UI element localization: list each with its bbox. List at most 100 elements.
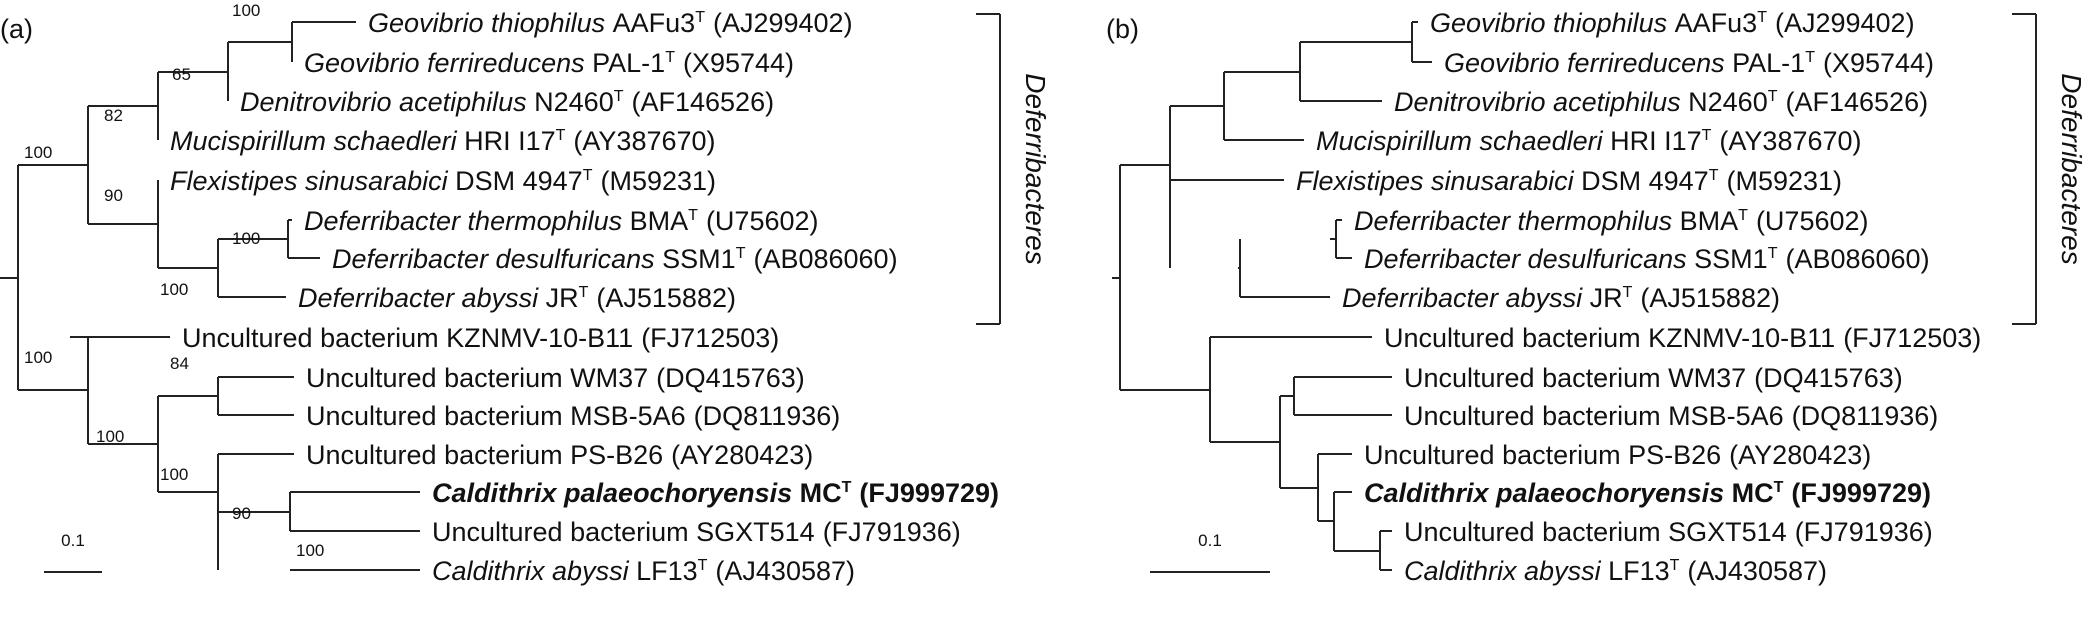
type-strain-superscript: T	[1774, 479, 1784, 496]
accession-number: (AJ515882)	[1640, 283, 1780, 313]
taxon-genus: Caldithrix palaeochoryensis	[1364, 478, 1732, 508]
taxon-genus: Flexistipes sinusarabici	[170, 166, 455, 196]
accession-number: (AY387670)	[573, 126, 715, 156]
taxon-label: Uncultured bacterium MSB-5A6 (DQ811936)	[306, 401, 840, 431]
taxon-strain: Uncultured bacterium MSB-5A6	[306, 401, 686, 431]
taxon-genus: Caldithrix palaeochoryensis	[432, 478, 800, 508]
taxon-label: Uncultured bacterium PS-B26 (AY280423)	[1364, 440, 1871, 470]
taxon-label: Geovibrio thiophilus AAFu3T (AJ299402)	[1430, 8, 1915, 38]
type-strain-superscript: T	[695, 9, 705, 26]
taxon-label: Uncultured bacterium SGXT514 (FJ791936)	[1404, 517, 1933, 547]
taxon-strain: HRI I17	[1610, 126, 1702, 156]
bootstrap-value: 100	[160, 465, 188, 484]
taxon-label: Uncultured bacterium KZNMV-10-B11 (FJ7125…	[182, 323, 779, 353]
clade-label: Deferribacteres	[2056, 73, 2084, 264]
taxon-label: Deferribacter desulfuricans SSM1T (AB0860…	[332, 244, 898, 274]
taxon-strain: AAFu3	[613, 8, 696, 38]
taxon-strain: PAL-1	[1732, 48, 1805, 78]
accession-number: (M59231)	[600, 166, 716, 196]
taxon-strain: HRI I17	[464, 126, 556, 156]
taxon-label: Mucispirillum schaedleri HRI I17T (AY3876…	[1316, 126, 1862, 156]
taxon-strain: JR	[1590, 283, 1623, 313]
type-strain-superscript: T	[736, 245, 746, 262]
taxon-strain: Uncultured bacterium MSB-5A6	[1404, 401, 1784, 431]
accession-number: (AJ515882)	[596, 283, 736, 313]
accession-number: (DQ415763)	[656, 363, 805, 393]
scale-bar-label: 0.1	[1198, 531, 1222, 550]
scale-bar-label: 0.1	[61, 531, 85, 550]
accession-number: (FJ999729)	[1791, 478, 1931, 508]
accession-number: (AY387670)	[1719, 126, 1861, 156]
accession-number: (U75602)	[1756, 206, 1869, 236]
accession-number: (AY280423)	[1729, 440, 1871, 470]
bootstrap-value: 100	[24, 348, 52, 367]
taxon-label: Denitrovibrio acetiphilus N2460T (AF14652…	[1394, 87, 1928, 117]
taxon-label: Uncultured bacterium MSB-5A6 (DQ811936)	[1404, 401, 1938, 431]
accession-number: (AJ430587)	[715, 556, 855, 586]
bootstrap-value: 65	[172, 65, 191, 84]
taxon-strain: BMA	[1680, 206, 1739, 236]
taxon-label: Uncultured bacterium WM37 (DQ415763)	[306, 363, 805, 393]
accession-number: (M59231)	[1726, 166, 1842, 196]
type-strain-superscript: T	[1702, 127, 1712, 144]
accession-number: (AJ299402)	[1775, 8, 1915, 38]
taxon-genus: Denitrovibrio acetiphilus	[240, 87, 534, 117]
taxon-label: Uncultured bacterium PS-B26 (AY280423)	[306, 440, 813, 470]
type-strain-superscript: T	[1670, 557, 1680, 574]
taxon-genus: Deferribacter thermophilus	[304, 206, 630, 236]
taxon-genus: Deferribacter abyssi	[298, 283, 546, 313]
panel-label: (b)	[1106, 14, 1139, 44]
taxon-label: Geovibrio ferrireducens PAL-1T (X95744)	[304, 48, 794, 78]
taxon-genus: Geovibrio ferrireducens	[304, 48, 592, 78]
taxon-label: Flexistipes sinusarabici DSM 4947T (M5923…	[170, 166, 716, 196]
bootstrap-value: 82	[104, 106, 123, 125]
taxon-strain: Uncultured bacterium KZNMV-10-B11	[182, 323, 633, 353]
taxon-label: Denitrovibrio acetiphilus N2460T (AF14652…	[240, 87, 774, 117]
taxon-label: Geovibrio ferrireducens PAL-1T (X95744)	[1444, 48, 1934, 78]
taxon-strain: LF13	[636, 556, 698, 586]
taxon-label: Deferribacter abyssi JRT (AJ515882)	[298, 283, 736, 313]
taxon-genus: Caldithrix abyssi	[1404, 556, 1608, 586]
taxon-label: Uncultured bacterium SGXT514 (FJ791936)	[432, 517, 961, 547]
taxon-genus: Deferribacter thermophilus	[1354, 206, 1680, 236]
taxon-strain: N2460	[534, 87, 614, 117]
taxon-genus: Mucispirillum schaedleri	[1316, 126, 1610, 156]
taxon-strain: N2460	[1688, 87, 1768, 117]
accession-number: (AF146526)	[1786, 87, 1929, 117]
taxon-strain: MC	[1732, 478, 1774, 508]
taxon-label: Uncultured bacterium KZNMV-10-B11 (FJ7125…	[1384, 323, 1981, 353]
type-strain-superscript: T	[1738, 207, 1748, 224]
accession-number: (AB086060)	[753, 244, 897, 274]
taxon-genus: Geovibrio ferrireducens	[1444, 48, 1732, 78]
taxon-strain: MC	[800, 478, 842, 508]
type-strain-superscript: T	[688, 207, 698, 224]
taxon-strain: DSM 4947	[1581, 166, 1709, 196]
type-strain-superscript: T	[665, 49, 675, 66]
accession-number: (FJ791936)	[1795, 517, 1933, 547]
taxon-strain: SSM1	[662, 244, 736, 274]
taxon-label: Mucispirillum schaedleri HRI I17T (AY3876…	[170, 126, 716, 156]
accession-number: (DQ811936)	[1792, 401, 1939, 431]
taxon-label: Deferribacter thermophilus BMAT (U75602)	[304, 206, 819, 236]
taxon-strain: Uncultured bacterium SGXT514	[432, 517, 815, 547]
taxon-genus: Geovibrio thiophilus	[368, 8, 613, 38]
bootstrap-value: 100	[160, 280, 188, 299]
taxon-label: Caldithrix abyssi LF13T (AJ430587)	[432, 556, 855, 586]
taxon-genus: Flexistipes sinusarabici	[1296, 166, 1581, 196]
accession-number: (FJ712503)	[641, 323, 779, 353]
taxon-strain: JR	[546, 283, 579, 313]
type-strain-superscript: T	[556, 127, 566, 144]
accession-number: (X95744)	[1823, 48, 1934, 78]
taxon-label: Deferribacter thermophilus BMAT (U75602)	[1354, 206, 1869, 236]
accession-number: (U75602)	[706, 206, 819, 236]
panel-label: (a)	[0, 14, 33, 44]
type-strain-superscript: T	[1623, 284, 1633, 301]
tree-panel-a: Geovibrio thiophilus AAFu3T (AJ299402)Geo…	[0, 1, 1051, 586]
type-strain-superscript: T	[1757, 9, 1767, 26]
taxon-strain: AAFu3	[1675, 8, 1758, 38]
accession-number: (FJ791936)	[823, 517, 961, 547]
accession-number: (X95744)	[683, 48, 794, 78]
bootstrap-value: 100	[232, 1, 260, 20]
taxon-genus: Deferribacter desulfuricans	[332, 244, 662, 274]
